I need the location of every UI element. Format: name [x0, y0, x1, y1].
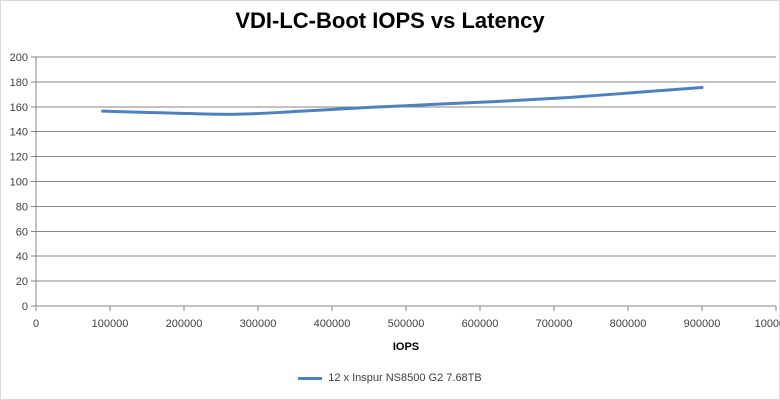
y-tick-label: 180	[10, 77, 28, 89]
y-tick-label: 100	[10, 177, 28, 189]
x-tick-label: 800000	[610, 318, 647, 330]
series-line	[101, 86, 704, 116]
y-tick-label: 160	[10, 102, 28, 114]
legend: 12 x Inspur NS8500 G2 7.68TB	[0, 372, 780, 384]
y-tick-label: 140	[10, 127, 28, 139]
x-tick-label: 900000	[684, 318, 721, 330]
x-axis-title: IOPS	[393, 341, 419, 353]
y-tick-label: 120	[10, 152, 28, 164]
y-tick-label: 200	[10, 52, 28, 64]
x-tick-label: 300000	[240, 318, 277, 330]
y-tick-label: 60	[16, 226, 28, 238]
x-tick-label: 700000	[536, 318, 573, 330]
x-tick-label: 0	[33, 318, 39, 330]
x-tick-label: 400000	[314, 318, 351, 330]
x-tick-label: 200000	[166, 318, 203, 330]
x-tick-label: 500000	[388, 318, 425, 330]
x-tick-label: 600000	[462, 318, 499, 330]
legend-swatch	[298, 376, 323, 380]
x-tick-label: 1000000	[755, 318, 780, 330]
x-tick-label: 100000	[92, 318, 129, 330]
y-tick-label: 80	[16, 201, 28, 213]
y-tick-label: 40	[16, 251, 28, 263]
y-tick-label: 0	[22, 301, 28, 313]
y-tick-label: 20	[16, 276, 28, 288]
chart-title: VDI-LC-Boot IOPS vs Latency	[235, 8, 545, 33]
legend-label: 12 x Inspur NS8500 G2 7.68TB	[328, 372, 482, 384]
